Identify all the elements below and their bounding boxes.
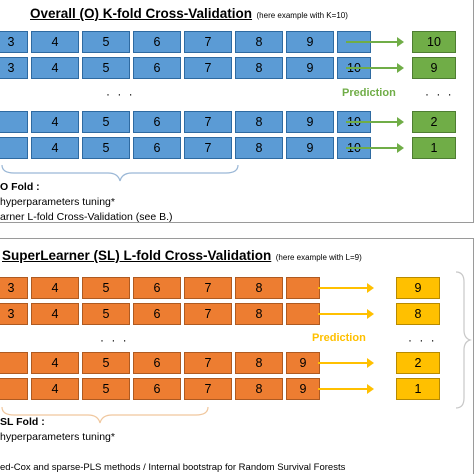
fold-cell: 8 [235, 303, 283, 325]
sl-fold-row-4: 4 5 6 7 8 9 [0, 378, 323, 400]
prediction-arrow [318, 358, 374, 368]
fold-cell: 3 [0, 57, 28, 79]
fold-note-title: O Fold : [0, 181, 40, 193]
fold-cell: 8 [235, 111, 283, 133]
footer-note: ed-Cox and sparse-PLS methods / Internal… [0, 462, 346, 473]
sl-fold-note-title: SL Fold : [0, 416, 45, 428]
fold-cell: 7 [184, 277, 232, 299]
prediction-box: 1 [396, 378, 440, 400]
fold-cell [0, 378, 28, 400]
fold-cell: 4 [31, 137, 79, 159]
prediction-arrow [318, 384, 374, 394]
fold-cell: 7 [184, 57, 232, 79]
fold-cell: 9 [286, 57, 334, 79]
fold-cell: 6 [133, 57, 181, 79]
fold-cell: 9 [286, 31, 334, 53]
fold-cell: 6 [133, 303, 181, 325]
fold-row-4: 4 5 6 7 8 9 10 [0, 137, 374, 159]
fold-cell: 5 [82, 277, 130, 299]
fold-cell: 5 [82, 57, 130, 79]
fold-cell: 5 [82, 303, 130, 325]
fold-cell: 6 [133, 378, 181, 400]
fold-cell: 7 [184, 378, 232, 400]
fold-ellipsis: · · · [106, 87, 135, 101]
fold-cell: 6 [133, 352, 181, 374]
fold-cell: 6 [133, 111, 181, 133]
sl-fold-row-3: 4 5 6 7 8 9 [0, 352, 323, 374]
fold-cell: 9 [286, 111, 334, 133]
prediction-box: 8 [396, 303, 440, 325]
fold-cell: 6 [133, 31, 181, 53]
prediction-box: 1 [412, 137, 456, 159]
fold-cell: 4 [31, 378, 79, 400]
prediction-box: 2 [396, 352, 440, 374]
fold-cell: 5 [82, 378, 130, 400]
fold-cell [0, 352, 28, 374]
fold-row-2: 3 4 5 6 7 8 9 10 [0, 57, 374, 79]
fold-cell: 8 [235, 378, 283, 400]
superlearner-cv-title: SuperLearner (SL) L-fold Cross-Validatio… [2, 248, 362, 263]
fold-note-line: hyperparameters tuning* [0, 196, 115, 208]
fold-cell: 3 [0, 303, 28, 325]
fold-cell: 7 [184, 31, 232, 53]
fold-ellipsis: · · · [100, 333, 129, 347]
fold-cell: 6 [133, 277, 181, 299]
overall-cv-title: Overall (O) K-fold Cross-Validation (her… [30, 6, 348, 21]
sl-fold-brace [1, 406, 209, 424]
fold-cell: 5 [82, 352, 130, 374]
fold-cell: 4 [31, 352, 79, 374]
prediction-arrow [346, 63, 404, 73]
prediction-label: Prediction [312, 332, 366, 344]
prediction-brace [455, 271, 472, 409]
fold-cell: 5 [82, 137, 130, 159]
prediction-arrow [318, 283, 374, 293]
fold-cell: 7 [184, 303, 232, 325]
fold-note-line: arner L-fold Cross-Validation (see B.) [0, 211, 173, 223]
prediction-arrow [318, 309, 374, 319]
fold-cell: 7 [184, 137, 232, 159]
fold-cell: 8 [235, 277, 283, 299]
fold-row-1: 3 4 5 6 7 8 9 [0, 31, 374, 53]
fold-cell: 6 [133, 137, 181, 159]
fold-cell [286, 303, 320, 325]
prediction-arrow [346, 117, 404, 127]
prediction-arrow [346, 37, 404, 47]
fold-cell: 5 [82, 111, 130, 133]
fold-cell: 8 [235, 137, 283, 159]
fold-cell [0, 111, 28, 133]
prediction-arrow [346, 143, 404, 153]
prediction-label: Prediction [342, 87, 396, 99]
fold-cell: 3 [0, 277, 28, 299]
fold-cell: 7 [184, 352, 232, 374]
fold-cell: 3 [0, 31, 28, 53]
fold-cell [286, 277, 320, 299]
sl-fold-row-2: 3 4 5 6 7 8 [0, 303, 323, 325]
prediction-ellipsis: · · · [425, 87, 454, 101]
fold-cell: 4 [31, 57, 79, 79]
prediction-ellipsis: · · · [408, 333, 437, 347]
fold-cell: 4 [31, 31, 79, 53]
prediction-box: 2 [412, 111, 456, 133]
fold-row-3: 4 5 6 7 8 9 10 [0, 111, 374, 133]
fold-brace [1, 164, 239, 182]
prediction-box: 9 [412, 57, 456, 79]
fold-cell: 5 [82, 31, 130, 53]
fold-cell: 8 [235, 352, 283, 374]
fold-cell: 7 [184, 111, 232, 133]
fold-cell: 4 [31, 303, 79, 325]
fold-cell: 8 [235, 31, 283, 53]
fold-cell: 9 [286, 137, 334, 159]
sl-fold-note-line: hyperparameters tuning* [0, 431, 115, 443]
fold-cell: 8 [235, 57, 283, 79]
prediction-box: 10 [412, 31, 456, 53]
fold-cell [0, 137, 28, 159]
sl-fold-row-1: 3 4 5 6 7 8 [0, 277, 323, 299]
fold-cell: 9 [286, 378, 320, 400]
fold-cell: 4 [31, 111, 79, 133]
fold-cell: 9 [286, 352, 320, 374]
fold-cell: 4 [31, 277, 79, 299]
prediction-box: 9 [396, 277, 440, 299]
